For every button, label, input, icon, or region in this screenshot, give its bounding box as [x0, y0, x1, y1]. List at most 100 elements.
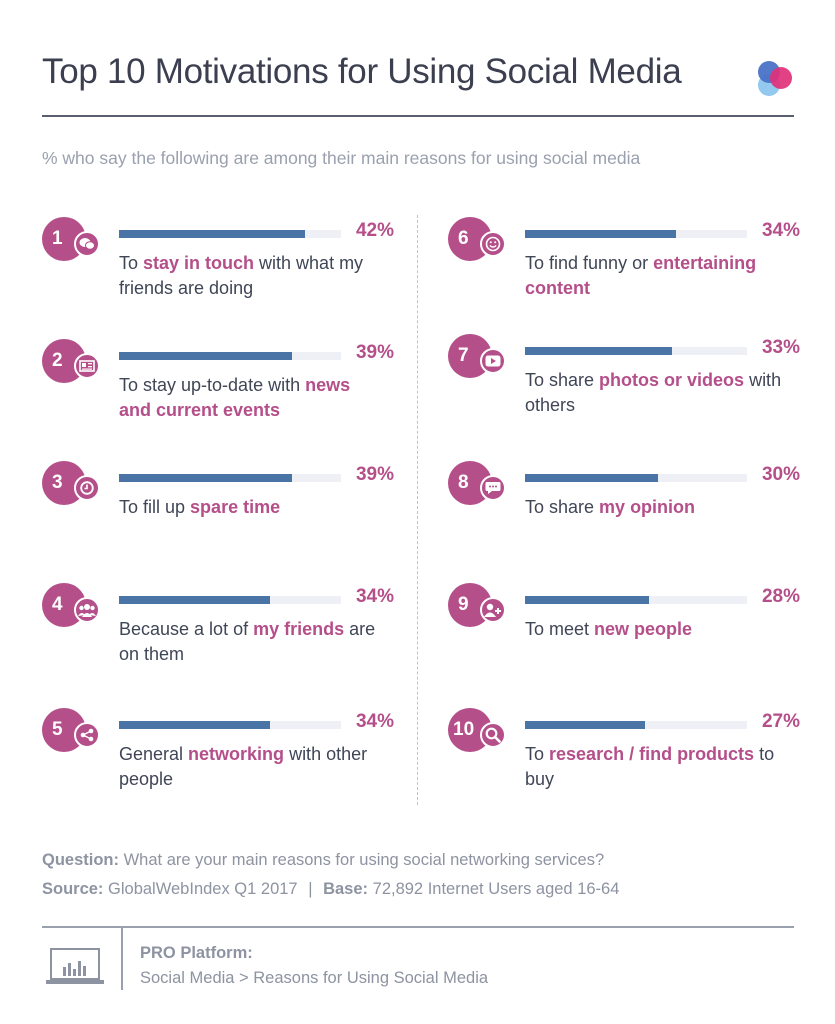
motivation-text-pre: To find funny or [525, 253, 654, 273]
motivation-highlight: networking [188, 744, 285, 764]
rank-number: 3 [52, 472, 63, 493]
bar-fill [119, 352, 292, 360]
bar-track [119, 721, 341, 729]
rank-number: 5 [52, 719, 63, 740]
pro-platform-label: PRO Platform: [140, 944, 253, 962]
logo-pink-circle [770, 67, 792, 89]
motivation-text-pre: To share [525, 370, 600, 390]
source-line: Source: GlobalWebIndex Q1 2017 | Base: 7… [42, 880, 619, 899]
bar-fill [525, 721, 645, 729]
question-text: What are your main reasons for using soc… [123, 851, 605, 869]
motivation-item: 4 34% Because a lot of my friends are on t… [42, 583, 402, 683]
bar-track [119, 230, 341, 238]
brand-logo [758, 61, 792, 96]
motivation-item: 2 39% To stay up-to-date with news and cur… [42, 339, 402, 439]
percent-label: 33% [761, 337, 800, 358]
source-text: GlobalWebIndex Q1 2017 [108, 880, 298, 898]
add-person-icon [480, 597, 506, 623]
motivation-item: 8 30% To share my opinion [448, 461, 808, 561]
source-separator: | [308, 880, 313, 898]
bar-fill [119, 474, 292, 482]
pro-platform-link[interactable]: Social Media > Reasons for Using Social … [140, 969, 489, 987]
percent-label: 34% [355, 711, 394, 732]
rank-number: 10 [453, 719, 475, 740]
speech-bubble-icon [480, 475, 506, 501]
percent-label: 42% [355, 220, 394, 241]
motivation-item: 3 39% To fill up spare time [42, 461, 402, 561]
percent-label: 30% [761, 464, 800, 485]
motivation-text-pre: General [119, 744, 189, 764]
bar-track [119, 352, 341, 360]
motivation-text: Because a lot of my friends are on them [119, 617, 379, 667]
percent-label: 34% [355, 586, 394, 607]
motivation-text: General networking with other people [119, 742, 379, 792]
motivation-highlight: entertaining content [525, 253, 757, 298]
motivation-item: 10 27% To research / find products to buy [448, 708, 808, 808]
question-label: Question: [42, 851, 119, 869]
motivation-item: 1 42% To stay in touch with what my friend… [42, 217, 402, 317]
rank-number: 2 [52, 350, 63, 371]
motivation-item: 7 33% To share photos or videos with other… [448, 334, 808, 434]
magnifier-icon [480, 722, 506, 748]
title-rule [42, 115, 794, 117]
footer-rule [42, 926, 794, 928]
share-icon [74, 722, 100, 748]
motivation-highlight: my opinion [599, 497, 696, 517]
video-play-icon [480, 348, 506, 374]
chat-bubbles-icon [74, 231, 100, 257]
motivation-highlight: news and current events [119, 375, 351, 420]
footer-separator [121, 928, 123, 990]
motivation-text: To stay in touch with what my friends ar… [119, 251, 379, 301]
motivation-text-pre: To share [525, 497, 600, 517]
motivation-highlight: my friends [253, 619, 345, 639]
newspaper-icon [74, 353, 100, 379]
bar-fill [525, 596, 649, 604]
question-line: Question: What are your main reasons for… [42, 851, 604, 870]
rank-number: 7 [458, 345, 469, 366]
motivation-item: 9 28% To meet new people [448, 583, 808, 683]
smiley-icon [480, 231, 506, 257]
bar-fill [525, 230, 676, 238]
percent-label: 27% [761, 711, 800, 732]
motivation-text: To find funny or entertaining content [525, 251, 785, 301]
chart-subtitle: % who say the following are among their … [42, 148, 641, 168]
motivation-highlight: research / find products [549, 744, 755, 764]
bar-track [525, 230, 747, 238]
bar-track [525, 596, 747, 604]
bar-fill [119, 230, 305, 238]
rank-number: 1 [52, 228, 63, 249]
bar-track [525, 474, 747, 482]
column-divider [417, 215, 418, 805]
group-icon [74, 597, 100, 623]
clock-icon [74, 475, 100, 501]
motivation-text: To research / find products to buy [525, 742, 785, 792]
motivation-item: 6 34% To find funny or entertaining conten… [448, 217, 808, 317]
rank-number: 8 [458, 472, 469, 493]
bar-fill [119, 596, 270, 604]
source-label: Source: [42, 880, 104, 898]
base-text: 72,892 Internet Users aged 16-64 [372, 880, 620, 898]
bar-fill [119, 721, 270, 729]
motivation-text-post: with what my friends are doing [119, 253, 364, 298]
percent-label: 39% [355, 464, 394, 485]
motivation-text-post: with others [525, 370, 782, 415]
motivation-text-pre: To [119, 253, 144, 273]
motivation-highlight: photos or videos [599, 370, 745, 390]
page-title: Top 10 Motivations for Using Social Medi… [42, 52, 682, 91]
bar-track [525, 347, 747, 355]
rank-badge: 10 [448, 708, 492, 752]
motivation-item: 5 34% General networking with other people [42, 708, 402, 808]
bar-fill [525, 347, 672, 355]
bar-track [119, 474, 341, 482]
motivation-text: To stay up-to-date with news and current… [119, 373, 379, 423]
motivation-text-pre: To stay up-to-date with [119, 375, 306, 395]
motivation-highlight: new people [594, 619, 693, 639]
motivation-text-post: to buy [525, 744, 775, 789]
percent-label: 28% [761, 586, 800, 607]
rank-number: 4 [52, 594, 63, 615]
bar-track [119, 596, 341, 604]
motivation-text-post: are on them [119, 619, 376, 664]
bar-track [525, 721, 747, 729]
base-label: Base: [323, 880, 369, 898]
motivation-text-pre: Because a lot of [119, 619, 254, 639]
